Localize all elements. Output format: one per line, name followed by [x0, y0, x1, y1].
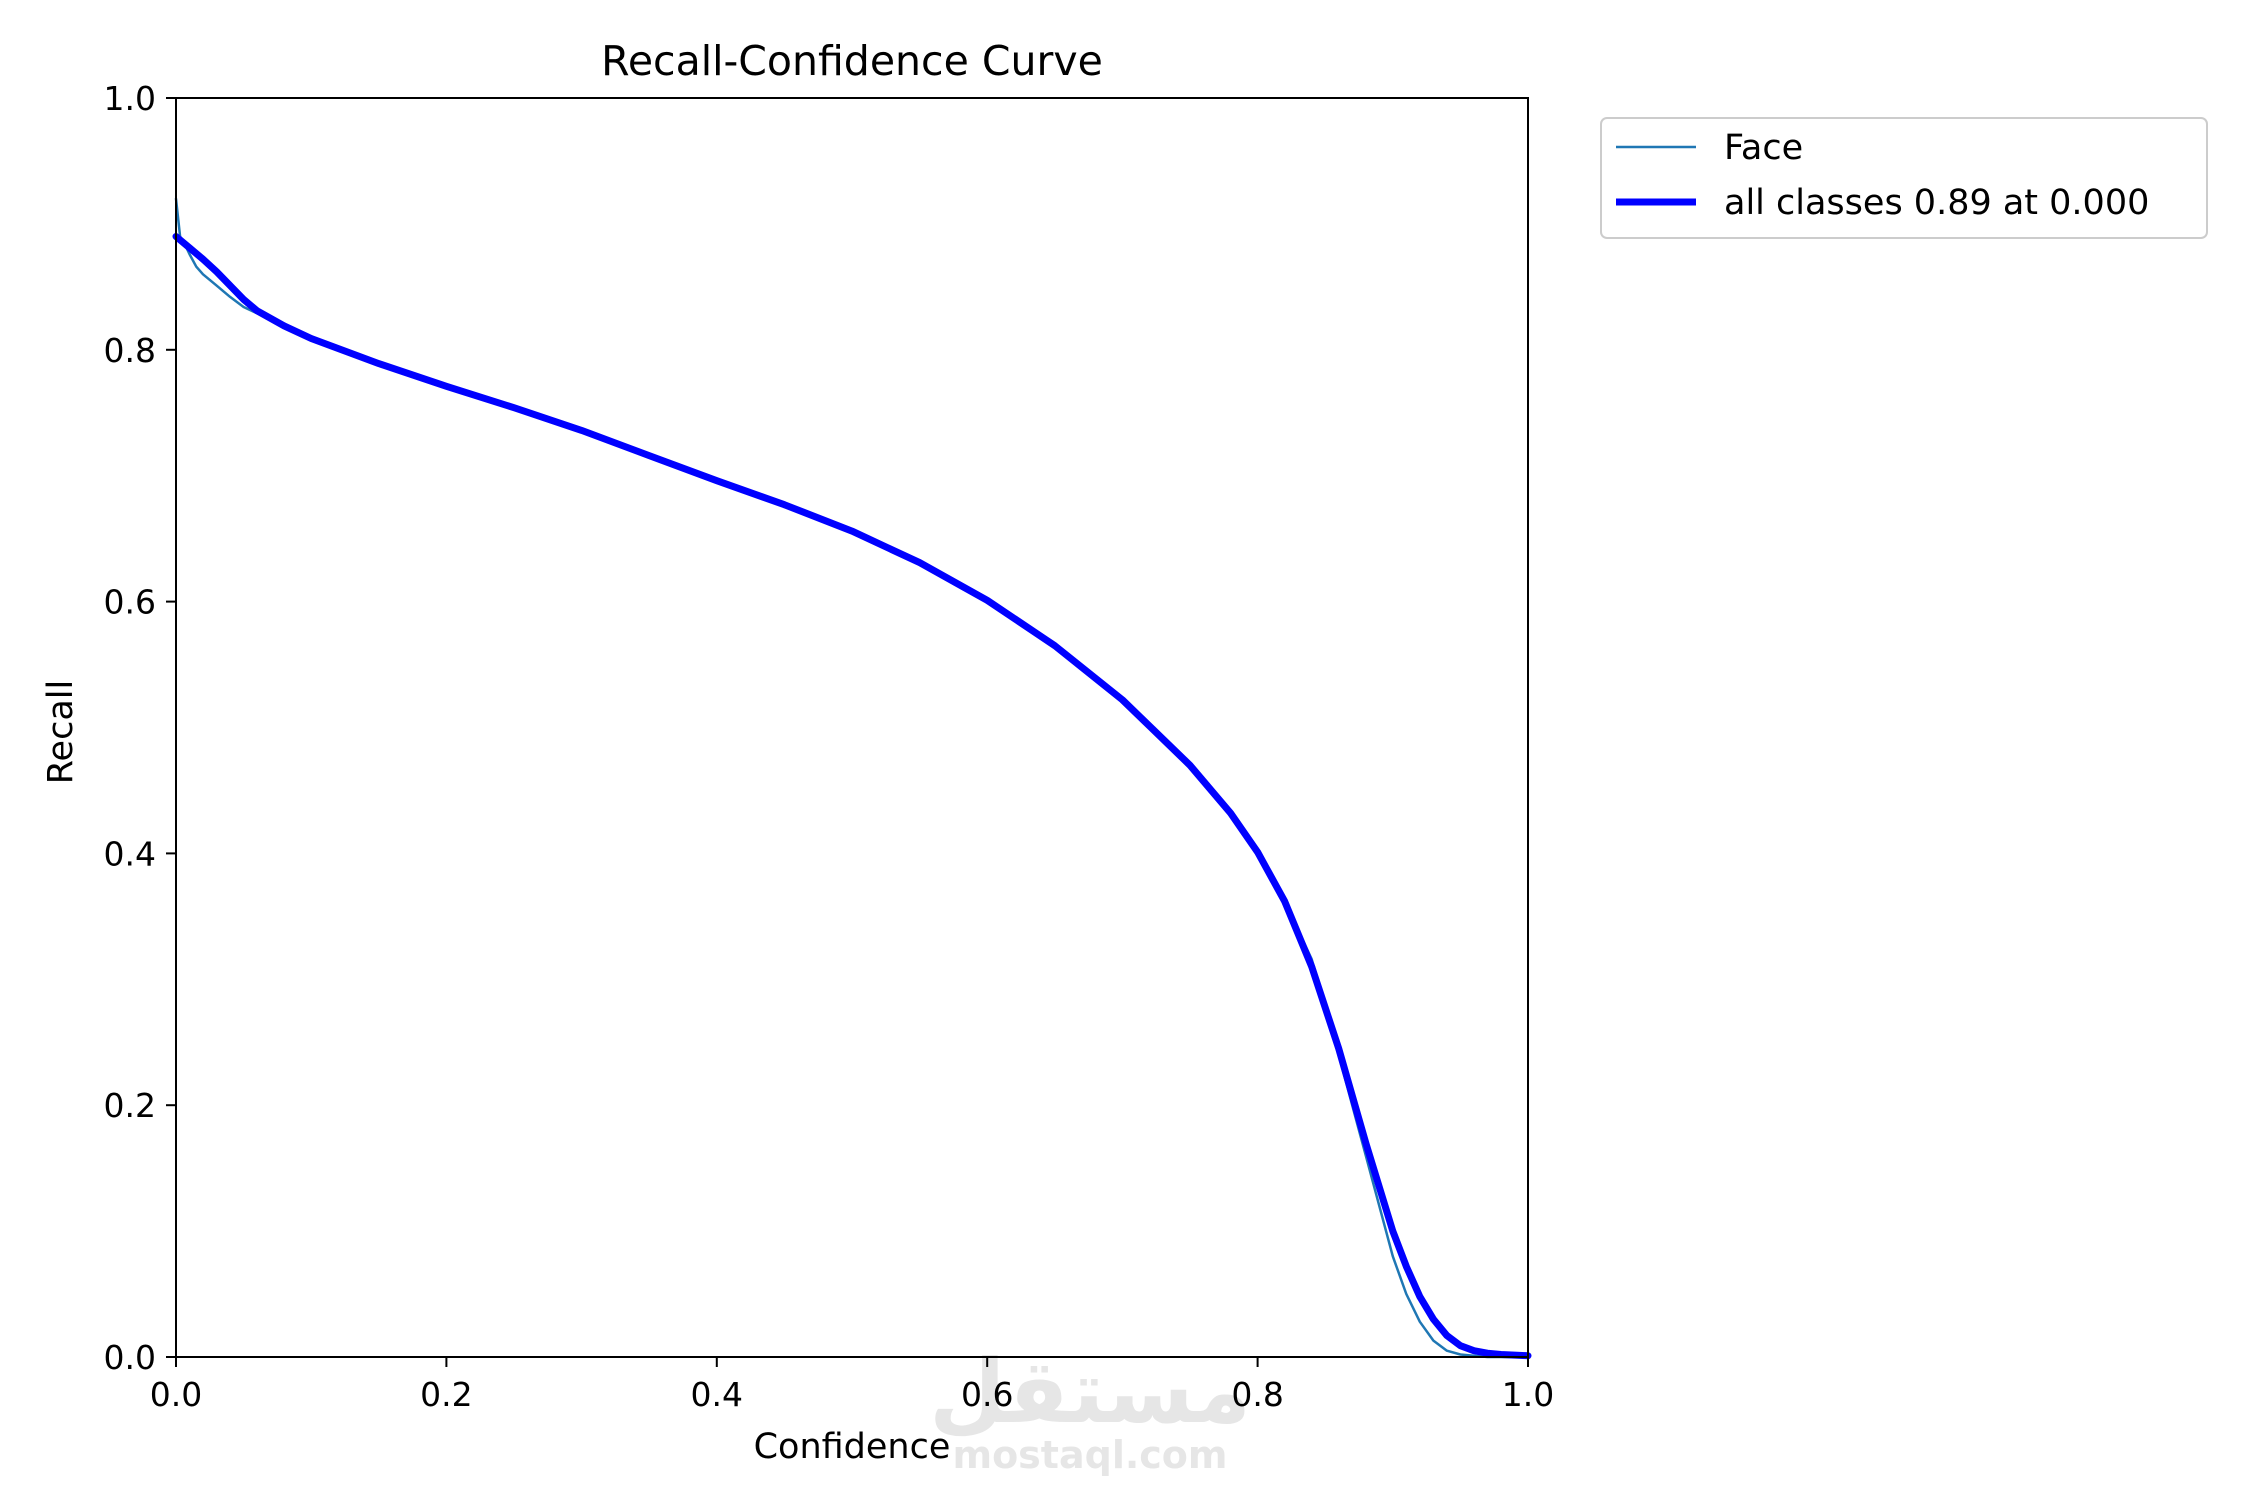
chart-title: Recall-Confidence Curve: [601, 37, 1103, 85]
series-line-all-classes: [172, 233, 1532, 1360]
legend-label-face: Face: [1724, 128, 1803, 168]
x-tick-label: 0.6: [961, 1375, 1013, 1414]
y-tick-label: 0.6: [104, 583, 156, 622]
plot-frame: [175, 97, 1529, 1358]
x-axis-ticks: 0.0 0.2 0.4 0.6 0.8 1.0: [150, 1357, 1554, 1414]
series-layer: [172, 197, 1532, 1360]
legend-box: [1600, 117, 2208, 239]
x-tick-label: 0.2: [420, 1375, 472, 1414]
y-tick-label: 0.4: [104, 834, 156, 873]
watermark-sub-text: mostaql.com: [952, 1433, 1227, 1477]
y-tick-label: 0.2: [104, 1086, 156, 1125]
y-tick-label: 1.0: [104, 79, 156, 118]
y-tick-label: 0.8: [104, 331, 156, 370]
y-axis-title: Recall: [41, 680, 81, 784]
legend-label-all-classes: all classes 0.89 at 0.000: [1724, 183, 2149, 223]
y-axis-ticks: 0.0 0.2 0.4 0.6 0.8 1.0: [104, 79, 176, 1377]
y-tick-label: 0.0: [104, 1338, 156, 1377]
x-tick-label: 0.4: [691, 1375, 743, 1414]
x-tick-label: 0.8: [1231, 1375, 1283, 1414]
x-axis-title: Confidence: [754, 1427, 951, 1467]
x-tick-label: 0.0: [150, 1375, 202, 1414]
series-line-face: [174, 197, 1530, 1359]
legend: Face all classes 0.89 at 0.000: [1600, 117, 2208, 239]
x-tick-label: 1.0: [1502, 1375, 1554, 1414]
